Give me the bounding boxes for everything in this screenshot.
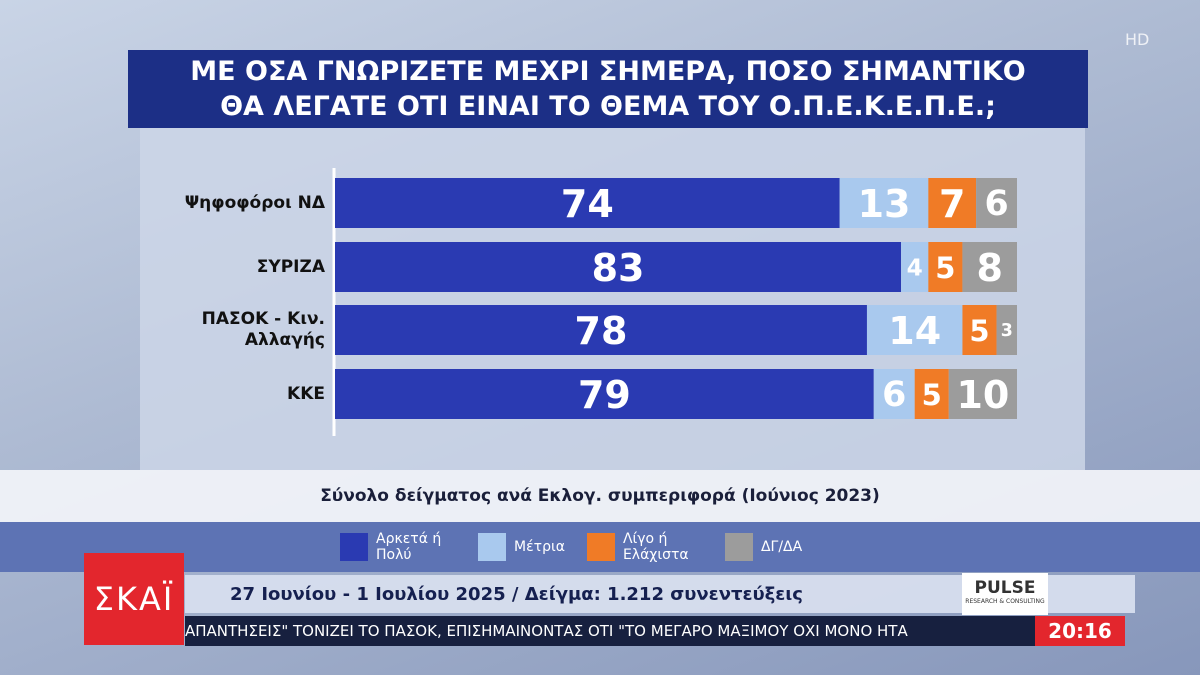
legend-label: Αρκετά ή Πολύ (376, 531, 442, 563)
news-ticker: ΑΠΑΝΤΗΣΕΙΣ" ΤΟΝΙΖΕΙ ΤΟ ΠΑΣΟΚ, ΕΠΙΣΗΜΑΙΝΟ… (185, 616, 1035, 646)
legend-swatch (724, 533, 753, 561)
value-label: 7 (939, 182, 965, 226)
bar-segment (335, 369, 874, 419)
value-label: 4 (907, 255, 923, 282)
bar-segment (928, 178, 977, 228)
category-label: Ψηφοφόροι ΝΔ (184, 192, 325, 213)
bar-segment (335, 305, 867, 355)
value-label: 14 (888, 309, 941, 353)
legend-swatch (340, 533, 368, 561)
value-label: 8 (976, 246, 1002, 290)
category-label: ΠΑΣΟΚ - Κιν. Αλλαγής (201, 309, 325, 350)
chart-title: ΜΕ ΟΣΑ ΓΝΩΡΙΖΕΤΕ ΜΕΧΡΙ ΣΗΜΕΡΑ, ΠΟΣΟ ΣΗΜΑ… (128, 50, 1088, 128)
pollster-name: PULSE (974, 578, 1036, 598)
value-label: 10 (956, 373, 1009, 417)
channel-logo: ΣΚΑΪ (84, 553, 184, 645)
legend-item: Λίγο ή Ελάχιστα (586, 527, 703, 567)
value-label: 5 (935, 251, 955, 285)
legend-item: ΔΓ/ΔΑ (724, 527, 803, 567)
bar-segment (928, 242, 963, 292)
category-label: ΣΥΡΙΖΑ (256, 256, 325, 277)
clock: 20:16 (1035, 616, 1125, 646)
bar-segment (873, 369, 915, 419)
value-label: 6 (984, 184, 1008, 224)
chart: 74 13 7 683 4 5 878 14 5 379 6 5 10 (335, 178, 1017, 419)
value-label: 5 (922, 378, 942, 412)
bar-segment (962, 242, 1017, 292)
legend-swatch (478, 533, 506, 561)
bar-segment (996, 305, 1017, 355)
value-label: 83 (592, 246, 645, 290)
legend-label: Λίγο ή Ελάχιστα (622, 531, 689, 563)
legend-label: Μέτρια (514, 539, 565, 555)
value-label: 6 (882, 375, 906, 415)
category-labels: Ψηφοφόροι ΝΔ ΣΥΡΙΖΑ ΠΑΣΟΚ - Κιν. Αλλαγής ΚΚ… (170, 0, 325, 470)
value-label: 3 (1001, 321, 1013, 341)
bar-segment (335, 178, 840, 228)
bar-segment (901, 242, 929, 292)
value-label: 5 (969, 314, 989, 348)
legend-item: Αρκετά ή Πολύ (340, 527, 456, 567)
bar-segment (962, 305, 997, 355)
bar-segment (839, 178, 929, 228)
bar-segment (335, 242, 902, 292)
legend-label: ΔΓ/ΔΑ (760, 539, 803, 555)
chart-subtitle: Σύνολο δείγματος ανά Εκλογ. συμπεριφορά … (0, 470, 1200, 522)
value-label: 13 (858, 182, 911, 226)
value-label: 78 (575, 309, 628, 353)
pollster-tagline: RESEARCH & CONSULTING (965, 598, 1045, 605)
category-label: ΚΚΕ (287, 383, 325, 404)
bar-segment (976, 178, 1017, 228)
legend: Αρκετά ή Πολύ Μέτρια Λίγο ή Ελάχιστα ΔΓ/ΔΑ (340, 527, 900, 567)
bar-segment (914, 369, 949, 419)
value-label: 79 (578, 373, 631, 417)
legend-swatch (586, 533, 615, 561)
bar-segment (866, 305, 963, 355)
hd-badge: HD (1125, 30, 1150, 49)
value-label: 74 (561, 182, 614, 226)
pollster-logo: PULSE RESEARCH & CONSULTING (962, 573, 1048, 615)
bar-segment (948, 369, 1017, 419)
legend-item: Μέτρια (478, 527, 565, 567)
